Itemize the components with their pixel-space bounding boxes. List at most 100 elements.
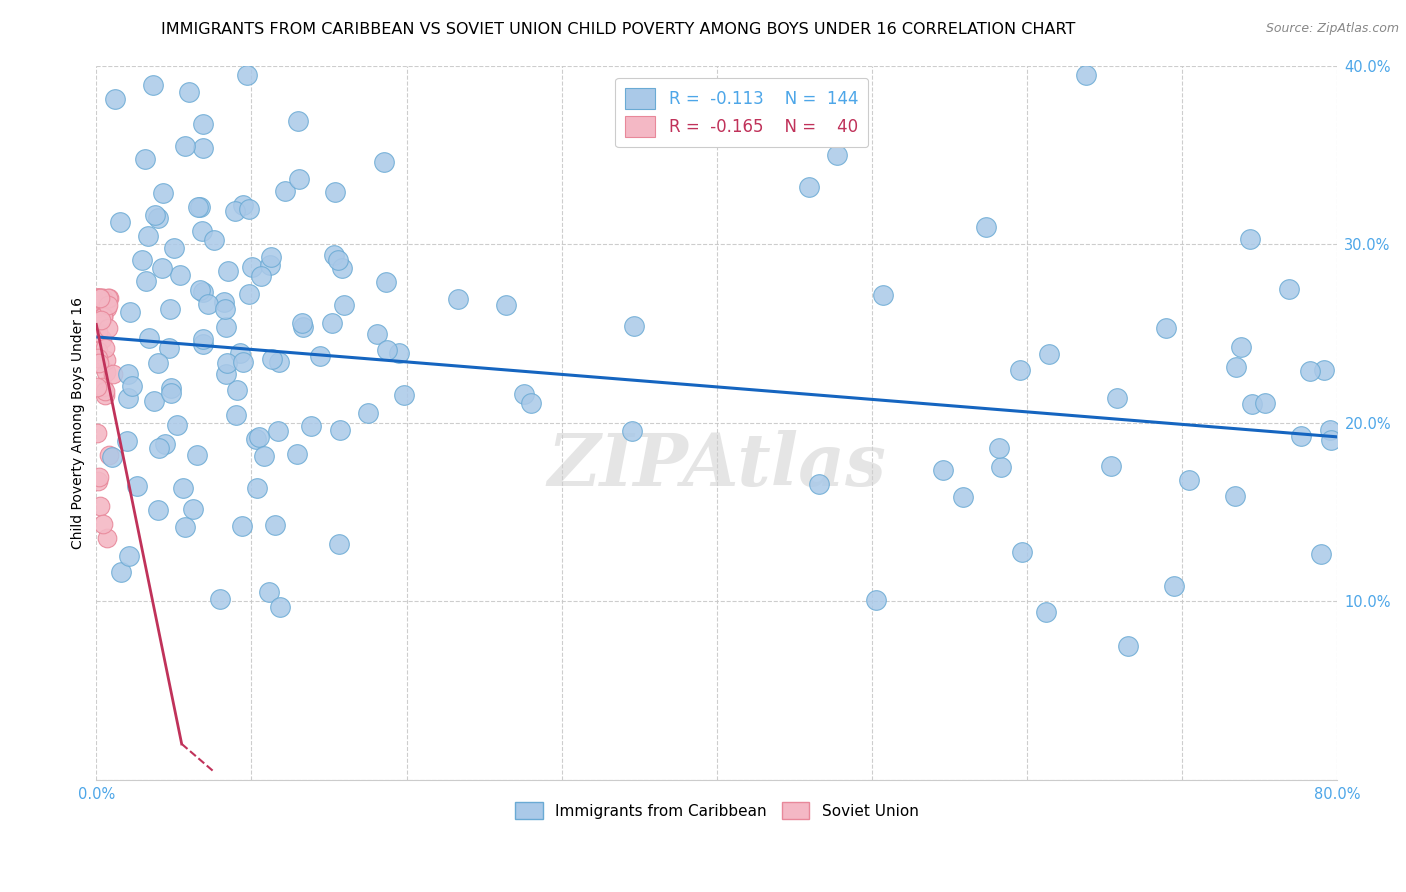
Point [1163,579,1185,593]
Point [323,185,346,199]
Point [1116,639,1139,653]
Point [125,479,148,493]
Point [623,318,645,333]
Point [142,393,165,408]
Point [93,341,115,355]
Point [152,186,174,200]
Point [263,518,285,533]
Point [1038,346,1060,360]
Point [90,313,112,327]
Point [186,448,208,462]
Point [143,208,166,222]
Point [197,297,219,311]
Point [1289,429,1312,443]
Point [138,331,160,345]
Point [291,316,314,330]
Point [150,261,173,276]
Point [134,153,156,167]
Point [225,408,247,422]
Point [253,449,276,463]
Point [267,354,290,368]
Point [1299,363,1322,377]
Point [166,417,188,432]
Point [987,441,1010,455]
Point [1105,391,1128,405]
Point [86,291,108,305]
Point [287,447,309,461]
Point [215,356,238,370]
Point [976,220,998,235]
Point [392,388,415,402]
Point [160,385,183,400]
Point [148,356,170,370]
Point [214,302,236,317]
Point [191,224,214,238]
Point [89,291,111,305]
Point [209,592,232,607]
Point [121,379,143,393]
Point [97,321,120,335]
Point [1011,545,1033,559]
Point [131,252,153,267]
Point [1319,433,1341,447]
Point [1310,547,1333,561]
Point [328,537,350,551]
Point [89,499,111,513]
Point [136,229,159,244]
Point [259,258,281,272]
Point [288,171,311,186]
Point [299,418,322,433]
Point [187,200,209,214]
Point [94,384,117,398]
Point [86,291,108,305]
Point [240,260,263,274]
Point [117,367,139,381]
Point [91,379,114,393]
Point [177,85,200,99]
Point [86,380,108,394]
Point [267,424,290,438]
Point [87,291,110,305]
Point [231,519,253,533]
Point [1312,363,1334,377]
Point [89,291,111,305]
Point [148,441,170,455]
Point [1099,458,1122,473]
Point [1319,423,1341,437]
Point [1223,489,1246,503]
Point [1008,363,1031,377]
Point [104,92,127,106]
Point [620,424,643,438]
Point [215,367,238,381]
Point [269,599,291,614]
Point [148,211,170,225]
Point [202,233,225,247]
Point [110,215,132,229]
Point [357,406,380,420]
Text: ZIPAtlas: ZIPAtlas [547,430,886,501]
Point [98,291,121,305]
Point [193,285,215,299]
Point [232,197,254,211]
Point [291,319,314,334]
Text: Source: ZipAtlas.com: Source: ZipAtlas.com [1265,22,1399,36]
Point [1278,282,1301,296]
Point [932,463,955,477]
Point [520,396,543,410]
Point [512,387,534,401]
Point [148,503,170,517]
Point [274,184,297,198]
Text: IMMIGRANTS FROM CARIBBEAN VS SOVIET UNION CHILD POVERTY AMONG BOYS UNDER 16 CORR: IMMIGRANTS FROM CARIBBEAN VS SOVIET UNIO… [162,22,1076,37]
Point [257,585,280,599]
Point [91,291,114,305]
Point [86,351,108,365]
Point [229,346,252,360]
Point [101,367,124,381]
Point [96,301,118,315]
Point [872,288,894,302]
Point [1230,340,1253,354]
Point [250,268,273,283]
Point [238,286,260,301]
Point [91,291,114,305]
Point [308,349,330,363]
